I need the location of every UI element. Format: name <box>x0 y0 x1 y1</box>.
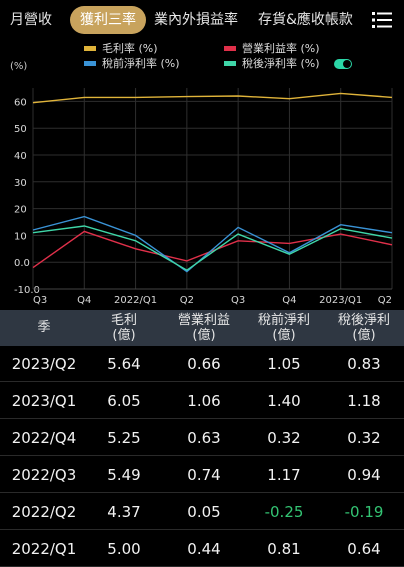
tab-non-operating-ratio[interactable]: 業內外損益率 <box>154 12 238 28</box>
x-tick-label: Q3 <box>33 295 47 306</box>
value-cell: 0.63 <box>187 429 221 447</box>
column-header: 稅後淨利 (億) <box>337 313 390 343</box>
y-tick-label: 10 <box>14 231 27 242</box>
y-tick-label: 20 <box>14 205 27 216</box>
value-cell: 0.44 <box>187 540 221 558</box>
value-cell: 0.94 <box>347 466 381 484</box>
x-tick-label: Q4 <box>282 295 296 306</box>
quarter-cell: 2023/Q2 <box>11 355 77 373</box>
value-cell: 0.05 <box>187 503 221 521</box>
value-cell: 0.81 <box>267 540 301 558</box>
x-tick-label: Q2 <box>180 295 194 306</box>
quarter-cell: 2022/Q3 <box>11 466 77 484</box>
legend-gross-label: 毛利率 (%) <box>102 42 158 55</box>
value-cell: 0.83 <box>347 355 381 373</box>
legend-aftertax-margin: 稅後淨利率 (%) <box>224 57 320 71</box>
value-cell: 0.32 <box>347 429 381 447</box>
table-row[interactable]: 2022/Q3 5.49 0.74 1.17 0.94 <box>0 457 404 493</box>
tab-monthly-revenue[interactable]: 月營收 <box>10 12 52 28</box>
value-cell: 1.06 <box>187 392 221 410</box>
toggle-knob <box>343 60 351 68</box>
column-header: 營業利益 (億) <box>177 313 230 343</box>
value-cell: 1.17 <box>267 466 301 484</box>
legend-swatch <box>224 60 236 66</box>
value-cell: 4.37 <box>107 503 141 521</box>
table-row[interactable]: 2022/Q2 4.37 0.05 -0.25 -0.19 <box>0 494 404 530</box>
legend-swatch <box>224 45 236 51</box>
x-tick-label: Q2 <box>378 295 392 306</box>
legend-aftertax-label: 稅後淨利率 (%) <box>242 57 320 70</box>
table-header: 季 毛利 (億) 營業利益 (億) 稅前淨利 (億) 稅後淨利 (億) <box>0 310 404 346</box>
legend-swatch <box>84 60 96 66</box>
value-cell: 0.74 <box>187 466 221 484</box>
profit-table: 季 毛利 (億) 營業利益 (億) 稅前淨利 (億) 稅後淨利 (億) 2023/Q2 5.64 0… <box>0 310 404 567</box>
value-cell: 0.32 <box>267 429 301 447</box>
table-row[interactable]: 2023/Q2 5.64 0.66 1.05 0.83 <box>0 346 404 382</box>
legend-pretax-margin: 稅前淨利率 (%) <box>84 57 180 71</box>
legend-gross-margin: 毛利率 (%) <box>84 42 158 56</box>
value-cell: 5.25 <box>107 429 141 447</box>
y-tick-label: 60 <box>14 97 27 108</box>
value-cell: 0.64 <box>347 540 381 558</box>
value-cell: 5.00 <box>107 540 141 558</box>
y-tick-label: 30 <box>14 178 27 189</box>
quarter-cell: 2022/Q4 <box>11 429 77 447</box>
series-line-1 <box>32 230 393 269</box>
tab-inventory-receivables[interactable]: 存貨&應收帳款 <box>258 12 353 28</box>
series-line-0 <box>32 92 393 104</box>
x-tick-label: 2023/Q1 <box>319 295 362 306</box>
value-cell: -0.19 <box>344 503 384 521</box>
value-cell: 1.40 <box>267 392 301 410</box>
legend-pretax-label: 稅前淨利率 (%) <box>102 57 180 70</box>
legend-swatch <box>84 45 96 51</box>
table-row[interactable]: 2023/Q1 6.05 1.06 1.40 1.18 <box>0 383 404 419</box>
value-cell: -0.25 <box>264 503 304 521</box>
value-cell: 5.49 <box>107 466 141 484</box>
tab-profit-ratios[interactable]: 獲利三率 <box>70 6 146 34</box>
series-line-3 <box>32 225 393 272</box>
quarter-cell: 2022/Q2 <box>11 503 77 521</box>
value-cell: 6.05 <box>107 392 141 410</box>
value-cell: 1.18 <box>347 392 381 410</box>
series-toggle-switch[interactable] <box>334 59 352 69</box>
x-tick-label: Q3 <box>231 295 245 306</box>
legend-operating-label: 營業利益率 (%) <box>242 42 320 55</box>
column-header: 毛利 (億) <box>110 313 137 343</box>
x-tick-label: Q4 <box>77 295 91 306</box>
tab-bar: 月營收 獲利三率 業內外損益率 存貨&應收帳款 <box>0 0 404 40</box>
table-row[interactable]: 2022/Q4 5.25 0.63 0.32 0.32 <box>0 420 404 456</box>
x-tick-label: 2022/Q1 <box>114 295 157 306</box>
y-axis-unit: (%) <box>10 61 28 72</box>
y-tick-label: 0.0 <box>14 258 30 269</box>
column-header: 季 <box>37 320 51 335</box>
table-row[interactable]: 2022/Q1 5.00 0.44 0.81 0.64 <box>0 531 404 567</box>
legend-operating-margin: 營業利益率 (%) <box>224 42 320 56</box>
value-cell: 1.05 <box>267 355 301 373</box>
y-tick-label: 40 <box>14 151 27 162</box>
value-cell: 5.64 <box>107 355 141 373</box>
value-cell: 0.66 <box>187 355 221 373</box>
profit-ratio-chart: -10.0 0.0 10 20 30 40 50 60 Q3 Q4 2022/Q1 Q2 Q3 Q4 202… <box>14 88 393 306</box>
series-line-2 <box>32 215 393 273</box>
list-menu-icon[interactable] <box>372 11 392 29</box>
column-header: 稅前淨利 (億) <box>257 313 310 343</box>
quarter-cell: 2023/Q1 <box>11 392 77 410</box>
y-tick-label: -10.0 <box>14 285 40 296</box>
quarter-cell: 2022/Q1 <box>11 540 77 558</box>
y-tick-label: 50 <box>14 124 27 135</box>
